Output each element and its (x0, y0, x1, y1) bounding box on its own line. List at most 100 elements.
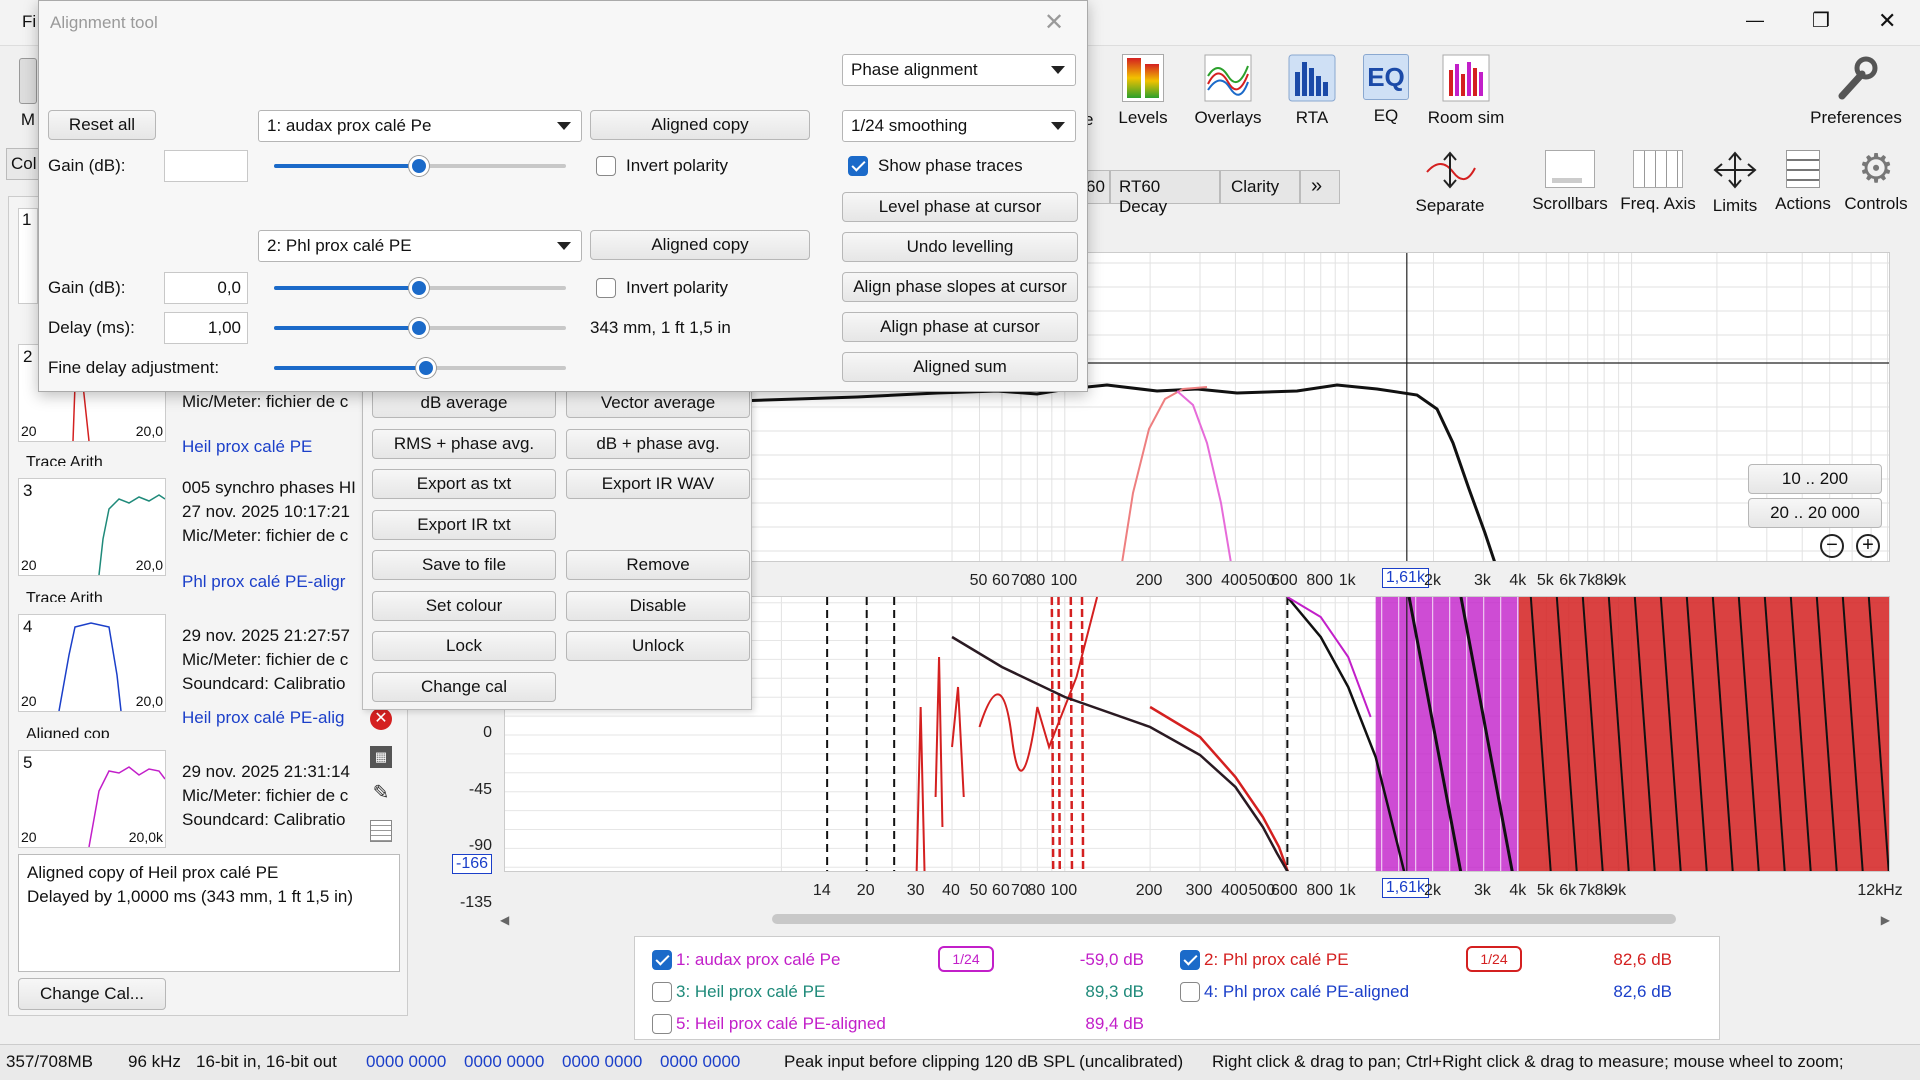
actions-button-vector-average[interactable]: Vector average (566, 388, 750, 418)
legend-smoothing-2[interactable]: 1/24 (1466, 946, 1522, 972)
zoom-in-icon[interactable]: + (1856, 534, 1880, 558)
align-slopes-button[interactable]: Align phase slopes at cursor (842, 272, 1078, 302)
level-phase-button[interactable]: Level phase at cursor (842, 192, 1078, 222)
legend-panel (634, 936, 1720, 1040)
maximize-button[interactable]: ❐ (1812, 10, 1830, 32)
m1-select[interactable]: 1: audax prox calé Pe (258, 110, 582, 142)
measurement-thumb-1[interactable] (18, 208, 38, 304)
measurement-name-3[interactable]: Phl prox calé PE-aligr (182, 572, 346, 591)
legend-label-2[interactable]: 2: Phl prox calé PE (1204, 950, 1349, 969)
toolbar-eq[interactable]: EQ EQ (1360, 54, 1412, 126)
actions-button-db-average[interactable]: dB average (372, 388, 556, 418)
mag-x-tick-14: 3k (1473, 572, 1491, 589)
legend-checkbox-4[interactable] (1180, 982, 1200, 1002)
m2-delay-input[interactable]: 1,00 (164, 312, 248, 344)
show-phase-traces-checkbox[interactable] (848, 156, 868, 176)
change-cal-button[interactable]: Change Cal... (18, 978, 166, 1010)
save-icon[interactable]: ▦ (370, 746, 392, 768)
legend-label-5[interactable]: 5: Heil prox calé PE-aligned (676, 1014, 886, 1033)
measurement-thumb-4[interactable]: 4 20 20,0 (18, 614, 166, 712)
m2-aligned-copy-button[interactable]: Aligned copy (590, 230, 810, 260)
scrollbar-thumb[interactable] (772, 914, 1676, 924)
range-10-200-button[interactable]: 10 .. 200 (1748, 464, 1882, 494)
legend-checkbox-5[interactable] (652, 1014, 672, 1034)
toolbar-rta[interactable]: RTA (1286, 54, 1338, 128)
measurement-info-3a: 005 synchro phases HI (182, 478, 356, 497)
measurement-name-4[interactable]: Heil prox calé PE-alig (182, 708, 345, 727)
m2-select[interactable]: 2: Phl prox calé PE (258, 230, 582, 262)
actions-button-set-colour[interactable]: Set colour (372, 590, 556, 621)
toolbar-overlays[interactable]: Overlays (1190, 54, 1266, 128)
actions-button-remove[interactable]: Remove (566, 550, 750, 580)
mag-x-tick-3: 80 (1027, 572, 1046, 589)
actions-button-save-to-file[interactable]: Save to file (372, 550, 556, 580)
actions-button-change-cal[interactable]: Change cal (372, 671, 556, 702)
actions-button-lock[interactable]: Lock (372, 631, 556, 661)
range-20-20000-button[interactable]: 20 .. 20 000 (1748, 498, 1882, 528)
aligned-sum-button[interactable]: Aligned sum (842, 352, 1078, 382)
fine-delay-slider[interactable] (274, 358, 566, 378)
minimize-button[interactable]: — (1746, 10, 1764, 30)
toolbar-mic[interactable]: M (14, 58, 42, 130)
zoom-out-icon[interactable]: − (1820, 534, 1844, 558)
horizontal-scrollbar[interactable]: ◀ ▶ (500, 913, 1890, 927)
m2-gain-slider[interactable] (274, 278, 566, 298)
notes-box[interactable]: Aligned copy of Heil prox calé PE Delaye… (18, 854, 400, 972)
reset-all-button[interactable]: Reset all (48, 110, 156, 140)
actions-button-rms-phase-avg-[interactable]: RMS + phase avg. (372, 428, 556, 459)
m1-aligned-copy-button[interactable]: Aligned copy (590, 110, 810, 140)
phase-x-tick-7: 80 (1027, 882, 1046, 899)
measurement-name-2[interactable]: Heil prox calé PE (182, 437, 313, 456)
notes-line-2: Delayed by 1,0000 ms (343 mm, 1 ft 1,5 i… (27, 887, 353, 906)
status-level-4: 0000 0000 (660, 1052, 741, 1071)
phase-x-tick-2: 30 (906, 882, 925, 899)
mode-select[interactable]: Phase alignment (842, 54, 1076, 86)
m2-delay-slider[interactable] (274, 318, 566, 338)
toolbar-levels[interactable]: Levels (1112, 54, 1174, 128)
toolbar-actions[interactable]: Actions (1770, 150, 1836, 214)
legend-checkbox-2[interactable] (1180, 950, 1200, 970)
m2-invert-checkbox[interactable] (596, 278, 616, 298)
dialog-close-icon[interactable]: ✕ (1044, 9, 1065, 36)
toolbar-controls[interactable]: ⚙ Controls (1844, 147, 1908, 213)
m2-gain-input[interactable]: 0,0 (164, 272, 248, 304)
align-phase-button[interactable]: Align phase at cursor (842, 312, 1078, 342)
actions-button-export-ir-txt[interactable]: Export IR txt (372, 509, 556, 540)
m1-gain-input[interactable] (164, 150, 248, 182)
notes-icon[interactable] (370, 820, 392, 842)
actions-button-db-phase-avg-[interactable]: dB + phase avg. (566, 428, 750, 459)
toolbar-separate[interactable]: Separate (1410, 150, 1490, 216)
legend-smoothing-1[interactable]: 1/24 (938, 946, 994, 972)
phase-x-tick-21: 6k (1559, 882, 1577, 899)
legend-label-3[interactable]: 3: Heil prox calé PE (676, 982, 826, 1001)
close-button[interactable]: ✕ (1878, 8, 1897, 33)
toolbar-preferences[interactable]: Preferences (1806, 54, 1906, 128)
toolbar-freq-axis[interactable]: Freq. Axis (1616, 150, 1700, 214)
col-tab[interactable]: Col (6, 148, 42, 180)
smoothing-select[interactable]: 1/24 smoothing (842, 110, 1076, 142)
remove-icon[interactable]: ✕ (370, 708, 392, 730)
m1-gain-slider[interactable] (274, 156, 566, 176)
toolbar-room-sim[interactable]: Room sim (1422, 54, 1510, 128)
actions-button-unlock[interactable]: Unlock (566, 631, 750, 661)
mag-x-tick-5: 200 (1135, 572, 1163, 589)
measurement-thumb-3[interactable]: 3 20 20,0 (18, 478, 166, 576)
measurement-thumb-5[interactable]: 5 20 20,0k (18, 750, 166, 848)
legend-label-1[interactable]: 1: audax prox calé Pe (676, 950, 841, 969)
actions-button-export-as-txt[interactable]: Export as txt (372, 469, 556, 499)
legend-checkbox-3[interactable] (652, 982, 672, 1002)
toolbar-scrollbars[interactable]: Scrollbars (1526, 150, 1614, 214)
pen-icon[interactable]: ✎ (372, 782, 390, 804)
legend-checkbox-1[interactable] (652, 950, 672, 970)
toolbar-limits[interactable]: Limits (1702, 150, 1768, 216)
tab-more[interactable]: » (1300, 170, 1340, 204)
mag-trace-sum (737, 383, 1496, 561)
status-memory: 357/708MB (6, 1052, 93, 1071)
tab-rt60-decay[interactable]: RT60 Decay (1110, 170, 1220, 216)
m1-invert-checkbox[interactable] (596, 156, 616, 176)
actions-button-export-ir-wav[interactable]: Export IR WAV (566, 469, 750, 499)
tab-clarity[interactable]: Clarity (1220, 170, 1300, 204)
actions-button-disable[interactable]: Disable (566, 590, 750, 621)
undo-levelling-button[interactable]: Undo levelling (842, 232, 1078, 262)
legend-label-4[interactable]: 4: Phl prox calé PE-aligned (1204, 982, 1410, 1001)
